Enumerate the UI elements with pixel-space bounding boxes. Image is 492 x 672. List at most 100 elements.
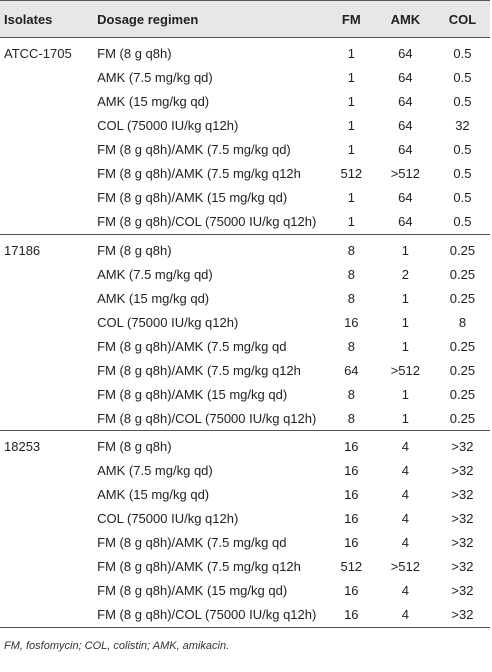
table-row: FM (8 g q8h)/AMK (7.5 mg/kg q12h 512 >512 >… — [0, 555, 490, 579]
col-value-cell: >32 — [451, 511, 474, 527]
amk-value-cell: >512 — [390, 362, 421, 378]
fm-value-cell: 1 — [347, 94, 355, 110]
isolate-cell — [0, 162, 97, 186]
table-row: AMK (15 mg/kg qd) 8 1 0.25 — [0, 286, 490, 310]
amk-value-cell: 4 — [401, 583, 409, 599]
amk-value-cell: 64 — [398, 118, 413, 134]
isolate-cell — [0, 210, 97, 234]
table-row: FM (8 g q8h)/COL (75000 IU/kg q12h) 1 64 0.… — [0, 210, 490, 234]
amk-value-cell: 64 — [398, 70, 413, 86]
col-value-cell: 0.5 — [453, 214, 472, 230]
isolate-cell — [0, 66, 97, 90]
fm-value-cell: 1 — [347, 190, 355, 206]
table-footnote: FM, fosfomycin; COL, colistin; AMK, amik… — [4, 640, 230, 652]
isolate-cell: 17186 — [4, 242, 41, 258]
isolate-cell — [0, 310, 97, 334]
table-body: ATCC-1705 FM (8 g q8h) 1 64 0.5 AMK (7.5 mg/k… — [0, 38, 490, 628]
isolate-cell — [0, 334, 97, 358]
isolate-cell — [0, 90, 97, 114]
table-row: FM (8 g q8h)/AMK (15 mg/kg qd) 8 1 0.25 — [0, 382, 490, 406]
amk-value-cell: 4 — [401, 439, 409, 455]
isolate-cell: 18253 — [4, 439, 41, 455]
fm-value-cell: 512 — [340, 166, 363, 182]
amk-value-cell: 1 — [401, 290, 409, 306]
amk-value-cell: 64 — [398, 46, 413, 62]
fm-value-cell: 8 — [347, 266, 355, 282]
dosage-cell: FM (8 g q8h) — [97, 242, 172, 258]
bottom-rule-line — [0, 626, 490, 628]
table-row: FM (8 g q8h)/COL (75000 IU/kg q12h) 8 1 0.2… — [0, 406, 490, 430]
table-row: FM (8 g q8h)/AMK (15 mg/kg qd) 1 64 0.5 — [0, 186, 490, 210]
mic-table: Isolates Dosage regimen FM AMK COL ATCC-… — [0, 0, 490, 628]
fm-value-cell: 16 — [344, 487, 359, 503]
col-value-cell: >32 — [451, 535, 474, 551]
col-value-cell: 0.5 — [453, 94, 472, 110]
group-separator — [0, 430, 490, 431]
col-value-cell: >32 — [451, 463, 474, 479]
dosage-cell: FM (8 g q8h)/AMK (15 mg/kg qd) — [97, 583, 288, 599]
col-value-cell: 0.25 — [449, 410, 476, 426]
dosage-cell: FM (8 g q8h)/AMK (15 mg/kg qd) — [97, 386, 288, 402]
table-row: FM (8 g q8h)/AMK (7.5 mg/kg q12h 512 >512 0… — [0, 162, 490, 186]
fm-value-cell: 16 — [344, 607, 359, 623]
dosage-cell: FM (8 g q8h) — [97, 46, 172, 62]
isolate-cell — [0, 358, 97, 382]
col-value-cell: 0.25 — [449, 242, 476, 258]
dosage-cell: AMK (7.5 mg/kg qd) — [97, 463, 213, 479]
isolate-cell — [0, 186, 97, 210]
amk-value-cell: 4 — [401, 463, 409, 479]
isolate-cell: ATCC-1705 — [4, 46, 72, 62]
table-bottom-rule — [0, 626, 490, 628]
header-fm: FM — [326, 0, 376, 38]
dosage-cell: FM (8 g q8h)/AMK (15 mg/kg qd) — [97, 190, 288, 206]
col-value-cell: >32 — [451, 487, 474, 503]
amk-value-cell: 64 — [398, 142, 413, 158]
amk-value-cell: >512 — [390, 166, 421, 182]
isolate-cell — [0, 531, 97, 555]
header-dosage-regimen: Dosage regimen — [97, 0, 327, 38]
isolate-cell — [0, 459, 97, 483]
amk-value-cell: >512 — [390, 559, 421, 575]
isolate-cell — [0, 382, 97, 406]
col-value-cell: >32 — [451, 607, 474, 623]
dosage-cell: AMK (7.5 mg/kg qd) — [97, 70, 213, 86]
isolate-cell — [0, 603, 97, 627]
col-value-cell: 32 — [455, 118, 470, 134]
dosage-cell: FM (8 g q8h)/AMK (7.5 mg/kg qd — [97, 338, 287, 354]
fm-value-cell: 16 — [344, 535, 359, 551]
table-row: COL (75000 IU/kg q12h) 16 4 >32 — [0, 507, 490, 531]
dosage-cell: FM (8 g q8h)/AMK (7.5 mg/kg q12h — [97, 166, 301, 182]
dosage-cell: AMK (15 mg/kg qd) — [97, 487, 210, 503]
isolate-cell — [0, 555, 97, 579]
col-value-cell: 0.5 — [453, 46, 472, 62]
table-row: COL (75000 IU/kg q12h) 16 1 8 — [0, 310, 490, 334]
fm-value-cell: 16 — [344, 439, 359, 455]
separator-line — [0, 233, 490, 235]
fm-value-cell: 16 — [344, 511, 359, 527]
fm-value-cell: 1 — [347, 142, 355, 158]
col-value-cell: 8 — [458, 314, 467, 330]
dosage-cell: FM (8 g q8h)/COL (75000 IU/kg q12h) — [97, 410, 317, 426]
dosage-cell: FM (8 g q8h) — [97, 439, 172, 455]
table-row: AMK (15 mg/kg qd) 1 64 0.5 — [0, 90, 490, 114]
dosage-cell: FM (8 g q8h)/AMK (7.5 mg/kg qd — [97, 535, 287, 551]
amk-value-cell: 64 — [398, 94, 413, 110]
table-header: Isolates Dosage regimen FM AMK COL — [0, 0, 490, 38]
table-row: AMK (15 mg/kg qd) 16 4 >32 — [0, 483, 490, 507]
isolate-cell — [0, 483, 97, 507]
header-row: Isolates Dosage regimen FM AMK COL — [0, 0, 490, 38]
fm-value-cell: 8 — [347, 410, 355, 426]
fm-value-cell: 8 — [347, 290, 355, 306]
dosage-cell: FM (8 g q8h)/AMK (7.5 mg/kg q12h — [97, 362, 301, 378]
amk-value-cell: 4 — [401, 487, 409, 503]
fm-value-cell: 1 — [347, 70, 355, 86]
fm-value-cell: 8 — [347, 386, 355, 402]
col-value-cell: 0.25 — [449, 338, 476, 354]
separator-line — [0, 430, 490, 431]
dosage-cell: FM (8 g q8h)/COL (75000 IU/kg q12h) — [97, 214, 317, 230]
dosage-cell: COL (75000 IU/kg q12h) — [97, 118, 239, 134]
dosage-cell: FM (8 g q8h)/AMK (7.5 mg/kg qd) — [97, 142, 291, 158]
table-row: FM (8 g q8h)/COL (75000 IU/kg q12h) 16 4 >3… — [0, 603, 490, 627]
isolate-cell — [0, 579, 97, 603]
header-col: COL — [434, 0, 490, 38]
